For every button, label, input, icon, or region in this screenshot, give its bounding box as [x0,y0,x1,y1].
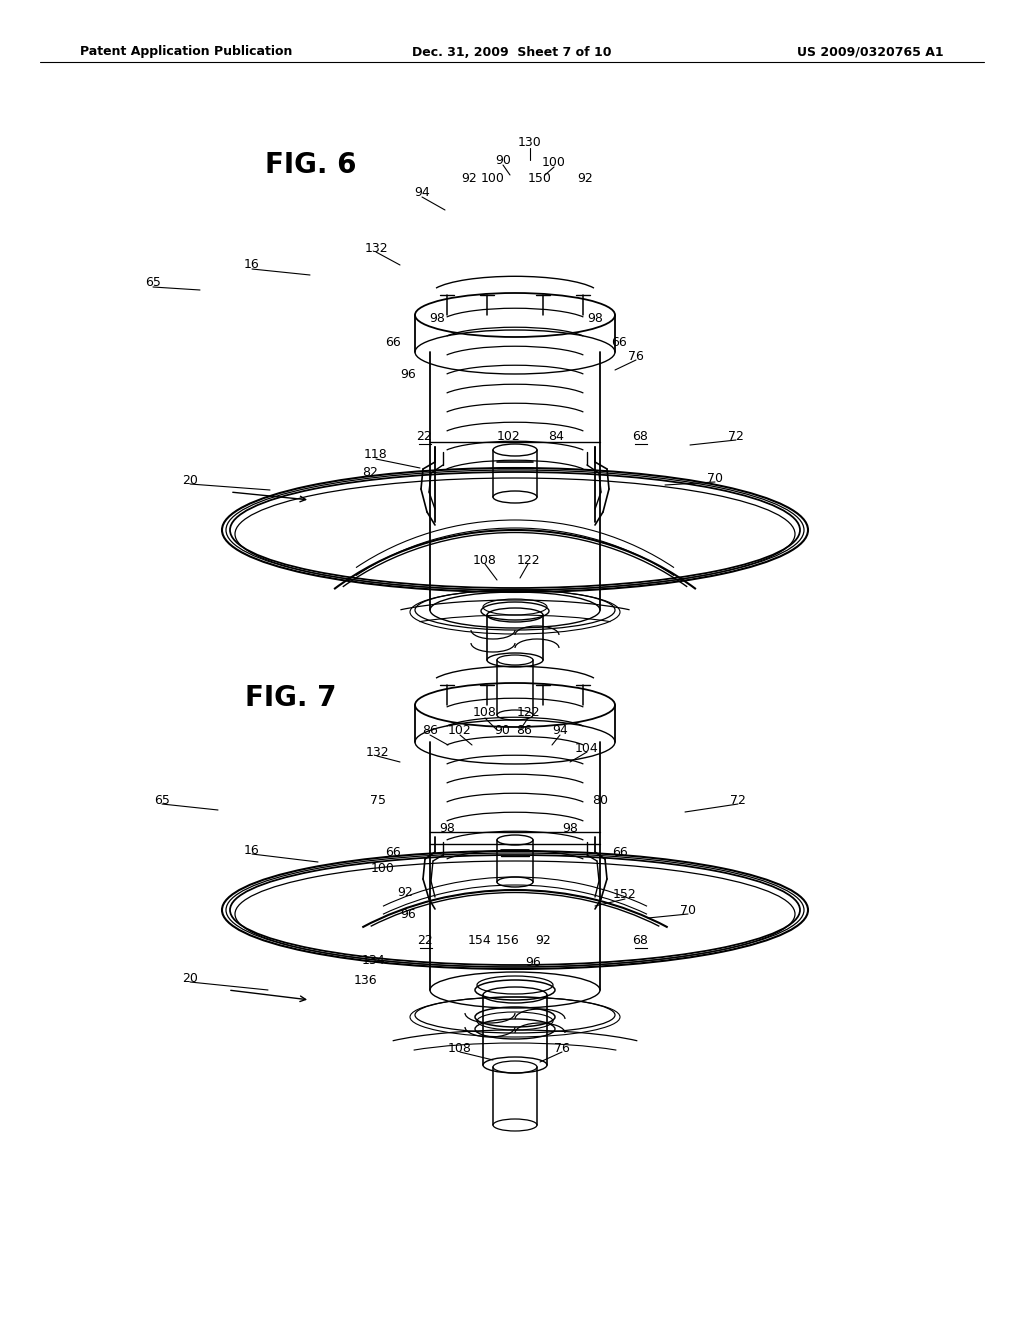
Text: 90: 90 [495,153,511,166]
Text: 70: 70 [680,903,696,916]
Text: 75: 75 [370,793,386,807]
Text: 104: 104 [575,742,599,755]
Text: 96: 96 [400,908,416,921]
Text: 22: 22 [417,933,433,946]
Text: 66: 66 [611,335,627,348]
Text: 108: 108 [473,553,497,566]
Text: 82: 82 [362,466,378,479]
Text: 76: 76 [628,350,644,363]
Text: 92: 92 [578,172,593,185]
Text: 156: 156 [496,933,520,946]
Text: 98: 98 [587,312,603,325]
Text: 122: 122 [516,706,540,719]
Text: 122: 122 [516,553,540,566]
Text: 102: 102 [497,429,521,442]
Text: 130: 130 [518,136,542,149]
Text: 108: 108 [449,1041,472,1055]
Text: 22: 22 [416,429,432,442]
Text: 86: 86 [422,723,438,737]
Text: 72: 72 [728,429,744,442]
Text: FIG. 6: FIG. 6 [265,150,356,180]
Text: 20: 20 [182,972,198,985]
Text: 100: 100 [371,862,395,874]
Text: 16: 16 [244,843,260,857]
Text: 16: 16 [244,259,260,272]
Text: 96: 96 [525,956,541,969]
Text: 100: 100 [481,172,505,185]
Text: 66: 66 [612,846,628,858]
Text: 98: 98 [439,821,455,834]
Text: 102: 102 [449,723,472,737]
Text: 94: 94 [552,723,568,737]
Text: 92: 92 [461,172,477,185]
Text: 65: 65 [154,793,170,807]
Text: 96: 96 [400,367,416,380]
Text: 132: 132 [366,746,389,759]
Text: 66: 66 [385,335,400,348]
Text: 108: 108 [473,706,497,719]
Text: 134: 134 [361,953,385,966]
Text: 68: 68 [632,429,648,442]
Text: 92: 92 [397,886,413,899]
Text: 132: 132 [365,242,388,255]
Text: 150: 150 [528,172,552,185]
Text: 76: 76 [554,1041,570,1055]
Text: 20: 20 [182,474,198,487]
Text: 86: 86 [516,723,531,737]
Text: 100: 100 [542,156,566,169]
Text: 66: 66 [385,846,400,858]
Text: 154: 154 [468,933,492,946]
Text: US 2009/0320765 A1: US 2009/0320765 A1 [798,45,944,58]
Text: 152: 152 [613,888,637,902]
Text: 84: 84 [548,429,564,442]
Text: 136: 136 [353,974,377,986]
Text: 118: 118 [365,449,388,462]
Text: 98: 98 [429,312,445,325]
Text: 70: 70 [707,471,723,484]
Text: 72: 72 [730,793,745,807]
Text: 98: 98 [562,821,578,834]
Text: 80: 80 [592,793,608,807]
Text: 90: 90 [494,723,510,737]
Text: Patent Application Publication: Patent Application Publication [80,45,293,58]
Text: 65: 65 [145,276,161,289]
Text: 94: 94 [414,186,430,199]
Text: 68: 68 [632,933,648,946]
Text: Dec. 31, 2009  Sheet 7 of 10: Dec. 31, 2009 Sheet 7 of 10 [413,45,611,58]
Text: 92: 92 [536,933,551,946]
Text: FIG. 7: FIG. 7 [245,684,337,711]
